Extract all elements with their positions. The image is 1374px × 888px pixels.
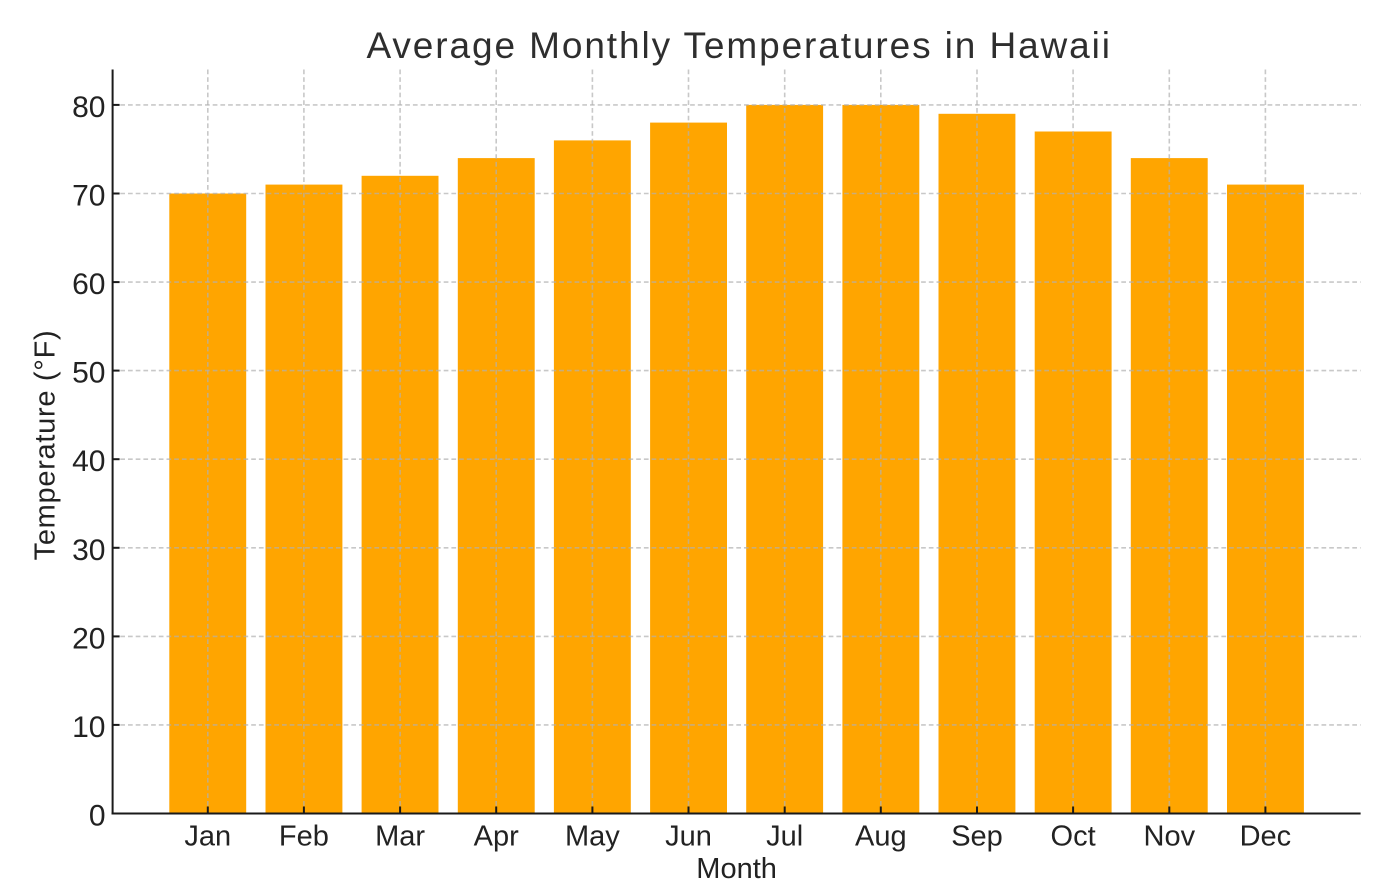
- svg-text:Jun: Jun: [665, 821, 712, 853]
- svg-text:30: 30: [72, 534, 105, 567]
- svg-text:Temperature (°F): Temperature (°F): [30, 330, 62, 561]
- svg-text:Nov: Nov: [1144, 821, 1196, 853]
- svg-text:Sep: Sep: [951, 821, 1003, 853]
- svg-text:Average Monthly Temperatures i: Average Monthly Temperatures in Hawaii: [367, 25, 1112, 66]
- svg-text:Jan: Jan: [184, 821, 231, 853]
- svg-text:20: 20: [72, 622, 105, 655]
- svg-text:70: 70: [72, 180, 105, 213]
- svg-text:60: 60: [72, 268, 105, 301]
- svg-text:0: 0: [89, 800, 106, 833]
- svg-text:Month: Month: [696, 853, 777, 885]
- svg-text:Dec: Dec: [1240, 821, 1292, 853]
- svg-text:Jul: Jul: [766, 821, 803, 853]
- svg-text:Aug: Aug: [855, 821, 907, 853]
- svg-text:50: 50: [72, 357, 105, 390]
- svg-text:Feb: Feb: [279, 821, 329, 853]
- svg-text:Mar: Mar: [375, 821, 425, 853]
- svg-text:May: May: [565, 821, 620, 853]
- svg-text:Oct: Oct: [1051, 821, 1096, 853]
- svg-text:Apr: Apr: [474, 821, 519, 853]
- svg-text:10: 10: [72, 711, 105, 744]
- svg-text:80: 80: [72, 91, 105, 124]
- svg-text:40: 40: [72, 445, 105, 478]
